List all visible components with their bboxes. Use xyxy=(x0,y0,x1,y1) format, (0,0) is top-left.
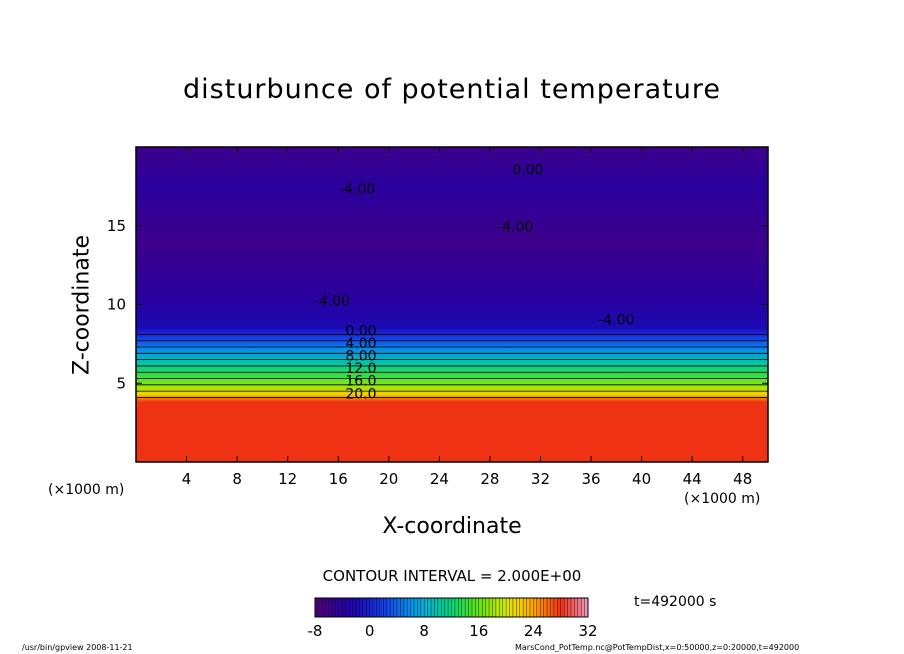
colorbar-ticks: -8 0 8 16 24 32 xyxy=(308,622,598,640)
x-tick-label: 28 xyxy=(480,470,499,488)
contour-label: -4.00 xyxy=(598,312,634,328)
contour-label: 20.0 xyxy=(345,386,376,402)
x-tick-label: 4 xyxy=(182,470,192,488)
colorbar-tick-label: 8 xyxy=(419,622,429,640)
x-axis-label: X-coordinate xyxy=(382,514,522,539)
colorbar-divisions xyxy=(318,598,585,617)
contour-lines xyxy=(136,334,768,398)
x-axis-ticks: 4 8 12 16 20 24 28 32 36 40 44 48 xyxy=(182,147,752,488)
contour-labels: 0.004.008.0012.016.020.0-4.00-4.00-4.00-… xyxy=(314,163,635,403)
x-tick-label: 16 xyxy=(329,470,348,488)
chart-title: disturbunce of potential temperature xyxy=(183,74,721,105)
contour-label: 4.00 xyxy=(345,336,376,352)
colorbar-tick-label: -8 xyxy=(308,622,323,640)
temperature-field xyxy=(136,147,768,462)
x-unit-right: (×1000 m) xyxy=(684,491,761,507)
x-tick-label: 32 xyxy=(531,470,550,488)
time-label: t=492000 s xyxy=(634,594,717,610)
x-tick-label: 48 xyxy=(733,470,752,488)
x-tick-label: 8 xyxy=(232,470,242,488)
colorbar-tick-label: 0 xyxy=(365,622,375,640)
contour-label: 8.00 xyxy=(345,348,376,364)
contour-label: -4.00 xyxy=(497,219,533,235)
x-tick-label: 44 xyxy=(683,470,702,488)
colorbar-tick-label: 24 xyxy=(524,622,543,640)
contour-interval: CONTOUR INTERVAL = 2.000E+00 xyxy=(322,567,582,585)
x-tick-label: 40 xyxy=(632,470,651,488)
y-tick-label: 10 xyxy=(107,296,126,314)
y-tick-label: 5 xyxy=(116,374,126,392)
x-unit-left: (×1000 m) xyxy=(48,482,125,498)
footer-source: MarsCond_PotTemp.nc@PotTempDist,x=0:5000… xyxy=(515,643,800,652)
contour-label: 0.00 xyxy=(512,163,543,179)
contour-label: -4.00 xyxy=(314,293,350,309)
colorbar-tick-label: 32 xyxy=(578,622,597,640)
y-axis-ticks: 5 10 15 xyxy=(107,217,768,392)
x-tick-label: 20 xyxy=(379,470,398,488)
x-tick-label: 24 xyxy=(430,470,449,488)
x-tick-label: 12 xyxy=(278,470,297,488)
contour-label: -4.00 xyxy=(339,182,375,198)
contour-label: 0.00 xyxy=(345,323,376,339)
y-tick-label: 15 xyxy=(107,217,126,235)
contour-label: 12.0 xyxy=(345,361,376,377)
y-axis-label: Z-coordinate xyxy=(69,235,95,375)
colorbar-tick-label: 16 xyxy=(469,622,488,640)
x-tick-label: 36 xyxy=(581,470,600,488)
contour-label: 16.0 xyxy=(345,374,376,390)
footer-command: /usr/bin/gpview 2008-11-21 xyxy=(22,643,133,652)
